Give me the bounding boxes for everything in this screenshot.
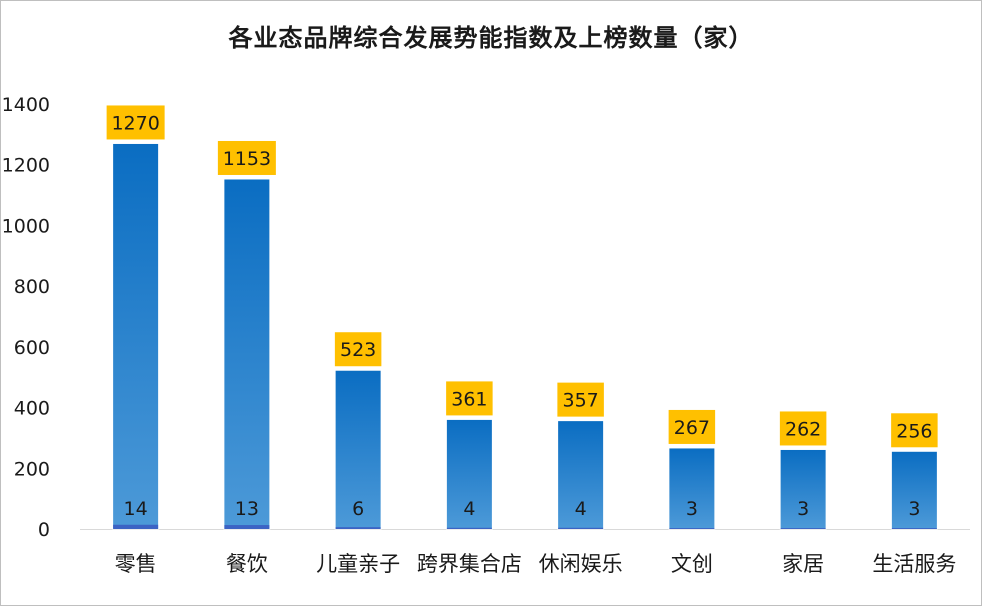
category-label: 文创 [671,552,713,576]
y-tick-label: 800 [14,276,50,298]
bar-count [669,528,715,529]
bar-count [224,525,270,529]
value-label-box [217,140,276,175]
value-label-box [334,332,382,367]
value-label-box [106,105,165,140]
value-label: 1153 [223,148,271,170]
bar-index [334,369,382,530]
count-label: 14 [124,498,148,520]
count-label: 6 [352,498,364,520]
value-label: 357 [562,390,598,412]
bar-layer [112,142,938,530]
category-label: 跨界集合店 [417,552,522,576]
count-label: 3 [686,498,698,520]
value-label: 256 [896,420,932,442]
count-label: 4 [575,498,587,520]
category-label: 休闲娱乐 [539,552,623,576]
bar-count [113,524,159,529]
y-tick-label: 400 [14,398,50,420]
value-label: 1270 [111,112,159,134]
count-label: 3 [908,498,920,520]
chart-title: 各业态品牌综合发展势能指数及上榜数量（家） [228,24,754,52]
count-label: 3 [797,498,809,520]
value-label-box [446,381,493,416]
value-label-box [891,413,938,448]
category-label: 家居 [782,552,824,576]
bar-count [780,528,826,529]
value-label: 262 [785,418,821,440]
y-tick-label: 1200 [2,155,50,177]
value-label-box [779,411,827,446]
bar-index [557,420,605,530]
bar-index [112,142,160,530]
bar-count [891,528,937,529]
y-tick-label: 200 [14,458,50,480]
bar-count [335,527,381,529]
bar-index [779,448,827,530]
bar-index [223,178,271,530]
bar-index [890,450,938,530]
value-label-box [668,409,716,444]
y-tick-label: 0 [38,519,50,541]
axis-layer: 0 200 400 600 800 1000 1200 1400 [2,94,970,541]
value-label: 267 [674,417,710,439]
label-layer: 1270 14 零售 1153 13 餐饮 523 6 儿童亲子 361 4 跨界集合店 357 4 休闲娱… [106,105,956,576]
value-label: 361 [451,388,487,410]
category-label: 生活服务 [872,552,956,576]
y-tick-label: 1000 [2,215,50,237]
bar-count [558,527,604,529]
category-label: 儿童亲子 [316,552,400,576]
count-label: 4 [463,498,475,520]
y-tick-label: 1400 [2,94,50,116]
bar-count [446,527,492,529]
category-label: 零售 [115,552,157,576]
category-label: 餐饮 [226,552,268,576]
count-label: 13 [235,498,259,520]
y-tick-label: 600 [14,337,50,359]
value-label-box [557,382,604,417]
value-label: 523 [340,339,376,361]
